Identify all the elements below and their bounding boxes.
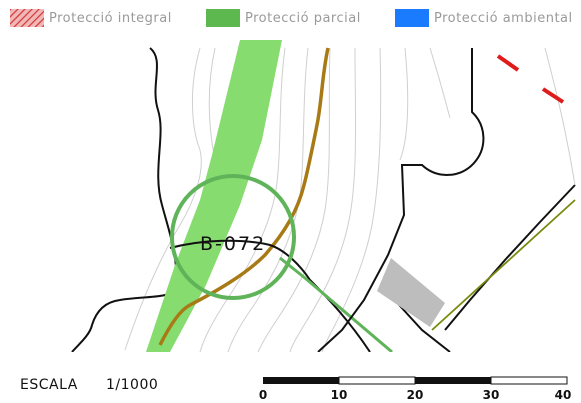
protection-band-parcial [146,40,282,352]
contour-lines [124,47,451,352]
map-canvas[interactable]: B-072 [0,40,581,352]
scale-label: ESCALA [20,377,78,393]
contour-line-east [544,47,576,186]
red-mark-2 [541,87,565,104]
road-label: B-072 [200,233,266,255]
building-outline [317,48,485,352]
scale-segment-3 [415,377,491,384]
red-mark-1 [496,54,520,72]
scale-ratio: 1/1000 [106,377,159,393]
legend-item-integral: Protecció integral [10,8,172,28]
brown-path [158,47,330,346]
scale-tick-20: 20 [407,388,424,402]
legend-label-integral: Protecció integral [49,10,172,26]
building-edge-east [444,184,576,331]
boundary-line-west [71,47,178,352]
scale-segment-2 [338,376,416,385]
olive-line [431,199,576,331]
protection-circle [170,174,296,300]
legend-label-parcial: Protecció parcial [245,10,361,26]
grey-structure [377,258,445,327]
legend-label-ambiental: Protecció ambiental [434,10,573,26]
scale-tick-40: 40 [555,388,572,402]
map-legend: Protecció integral Protecció parcial Pro… [0,0,581,34]
hatched-swatch-icon [10,9,44,27]
blue-swatch-icon [395,9,429,27]
scale-segment-4 [490,376,568,385]
scale-tick-30: 30 [483,388,500,402]
scale-tick-10: 10 [331,388,348,402]
scale-tick-0: 0 [259,388,267,402]
scale-bar: 0 10 20 30 40 [259,376,572,402]
scale-segment-1 [263,377,339,384]
legend-item-ambiental: Protecció ambiental [395,8,573,28]
green-swatch-icon [206,9,240,27]
legend-item-parcial: Protecció parcial [206,8,361,28]
